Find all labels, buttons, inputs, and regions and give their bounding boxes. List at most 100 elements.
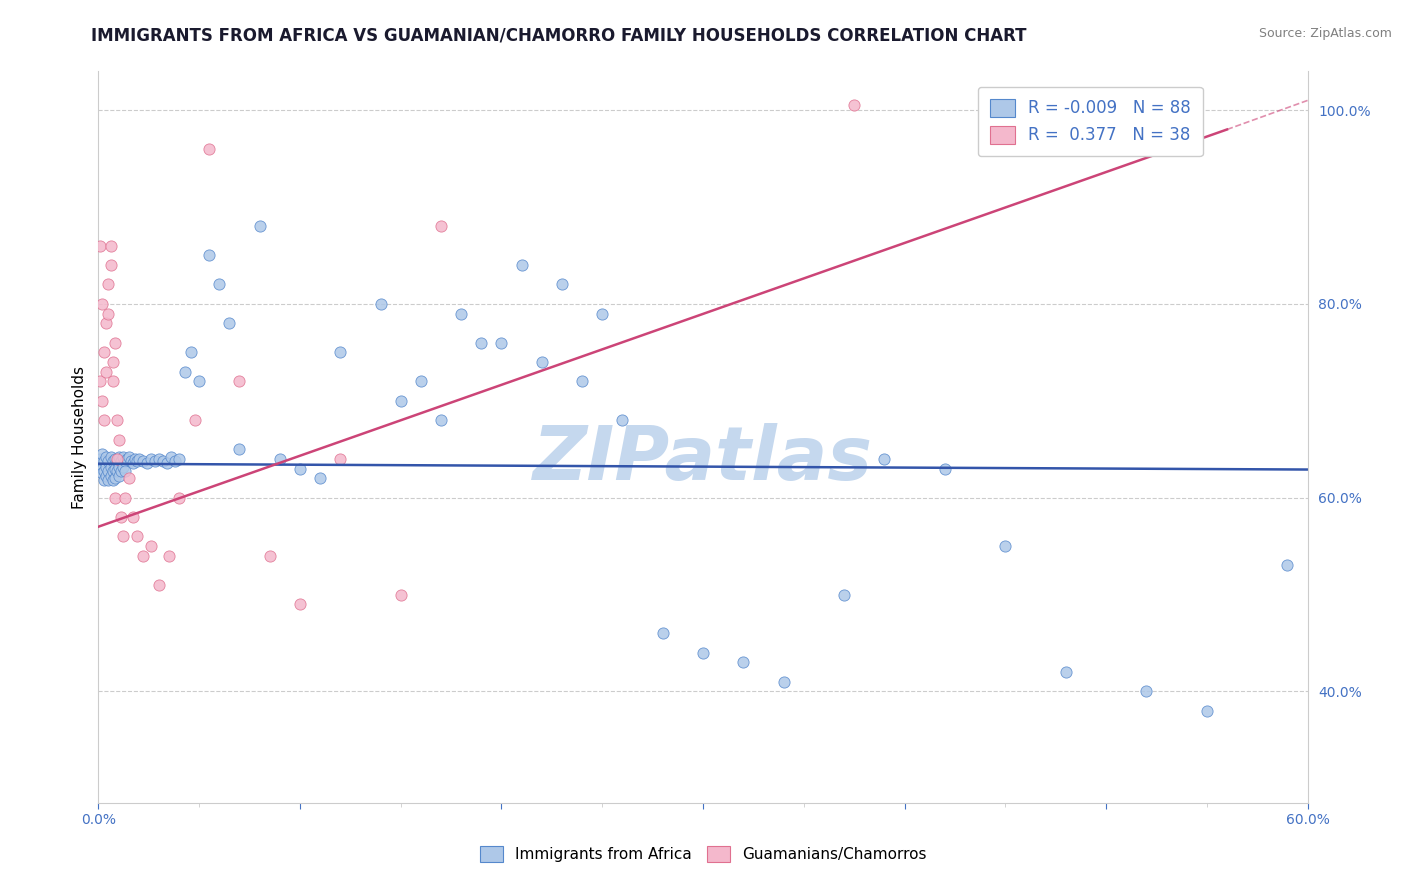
- Point: [288, 597, 311, 611]
- Point: [651, 626, 673, 640]
- Point: [93, 345, 115, 359]
- Point: [208, 277, 231, 292]
- Point: [510, 258, 533, 272]
- Point: [389, 587, 412, 601]
- Point: [1135, 684, 1157, 698]
- Point: [152, 454, 174, 468]
- Point: [994, 539, 1017, 553]
- Text: IMMIGRANTS FROM AFRICA VS GUAMANIAN/CHAMORRO FAMILY HOUSEHOLDS CORRELATION CHART: IMMIGRANTS FROM AFRICA VS GUAMANIAN/CHAM…: [91, 27, 1026, 45]
- Point: [198, 248, 221, 262]
- Point: [430, 219, 453, 234]
- Point: [89, 451, 111, 466]
- Point: [107, 450, 129, 464]
- Point: [128, 451, 150, 466]
- Point: [309, 471, 332, 485]
- Point: [96, 469, 118, 483]
- Point: [174, 365, 197, 379]
- Point: [93, 463, 115, 477]
- Point: [139, 539, 162, 553]
- Point: [110, 463, 132, 477]
- Point: [114, 454, 136, 468]
- Point: [118, 450, 141, 464]
- Point: [91, 467, 114, 481]
- Point: [97, 473, 120, 487]
- Point: [470, 335, 492, 350]
- Point: [198, 142, 221, 156]
- Point: [692, 646, 714, 660]
- Point: [105, 413, 128, 427]
- Point: [329, 345, 352, 359]
- Point: [100, 459, 122, 474]
- Point: [103, 471, 125, 485]
- Point: [228, 442, 250, 457]
- Point: [143, 454, 166, 468]
- Point: [591, 307, 613, 321]
- Point: [125, 454, 148, 468]
- Point: [101, 355, 124, 369]
- Point: [100, 238, 122, 252]
- Point: [934, 461, 956, 475]
- Point: [91, 297, 114, 311]
- Point: [389, 393, 412, 408]
- Point: [114, 463, 136, 477]
- Point: [91, 461, 114, 475]
- Point: [148, 578, 170, 592]
- Point: [184, 413, 207, 427]
- Point: [105, 454, 128, 468]
- Point: [107, 459, 129, 474]
- Point: [167, 491, 190, 505]
- Point: [288, 461, 311, 475]
- Point: [93, 473, 115, 487]
- Point: [121, 510, 143, 524]
- Point: [105, 463, 128, 477]
- Point: [111, 450, 134, 464]
- Point: [89, 375, 111, 389]
- Point: [97, 454, 120, 468]
- Point: [101, 454, 124, 468]
- Point: [135, 456, 157, 470]
- Point: [148, 451, 170, 466]
- Point: [259, 549, 281, 563]
- Point: [103, 451, 125, 466]
- Y-axis label: Family Households: Family Households: [72, 366, 87, 508]
- Point: [97, 463, 120, 477]
- Point: [103, 491, 125, 505]
- Point: [844, 98, 866, 112]
- Point: [91, 393, 114, 408]
- Point: [218, 316, 240, 330]
- Point: [160, 450, 183, 464]
- Point: [772, 674, 794, 689]
- Point: [89, 238, 111, 252]
- Point: [132, 454, 155, 468]
- Point: [491, 335, 513, 350]
- Point: [329, 451, 352, 466]
- Point: [101, 473, 124, 487]
- Point: [551, 277, 574, 292]
- Text: Source: ZipAtlas.com: Source: ZipAtlas.com: [1258, 27, 1392, 40]
- Point: [114, 491, 136, 505]
- Point: [96, 459, 118, 474]
- Point: [100, 469, 122, 483]
- Point: [1054, 665, 1077, 679]
- Point: [121, 456, 143, 470]
- Point: [111, 459, 134, 474]
- Point: [733, 656, 755, 670]
- Point: [101, 375, 124, 389]
- Point: [188, 375, 211, 389]
- Text: ZIPatlas: ZIPatlas: [533, 423, 873, 496]
- Point: [612, 413, 634, 427]
- Point: [180, 345, 202, 359]
- Point: [97, 307, 120, 321]
- Point: [101, 463, 124, 477]
- Point: [157, 549, 180, 563]
- Point: [1277, 558, 1299, 573]
- Point: [530, 355, 553, 369]
- Point: [110, 510, 132, 524]
- Point: [249, 219, 271, 234]
- Point: [409, 375, 432, 389]
- Point: [93, 413, 115, 427]
- Point: [156, 456, 179, 470]
- Point: [89, 457, 111, 471]
- Point: [93, 454, 115, 468]
- Point: [269, 451, 291, 466]
